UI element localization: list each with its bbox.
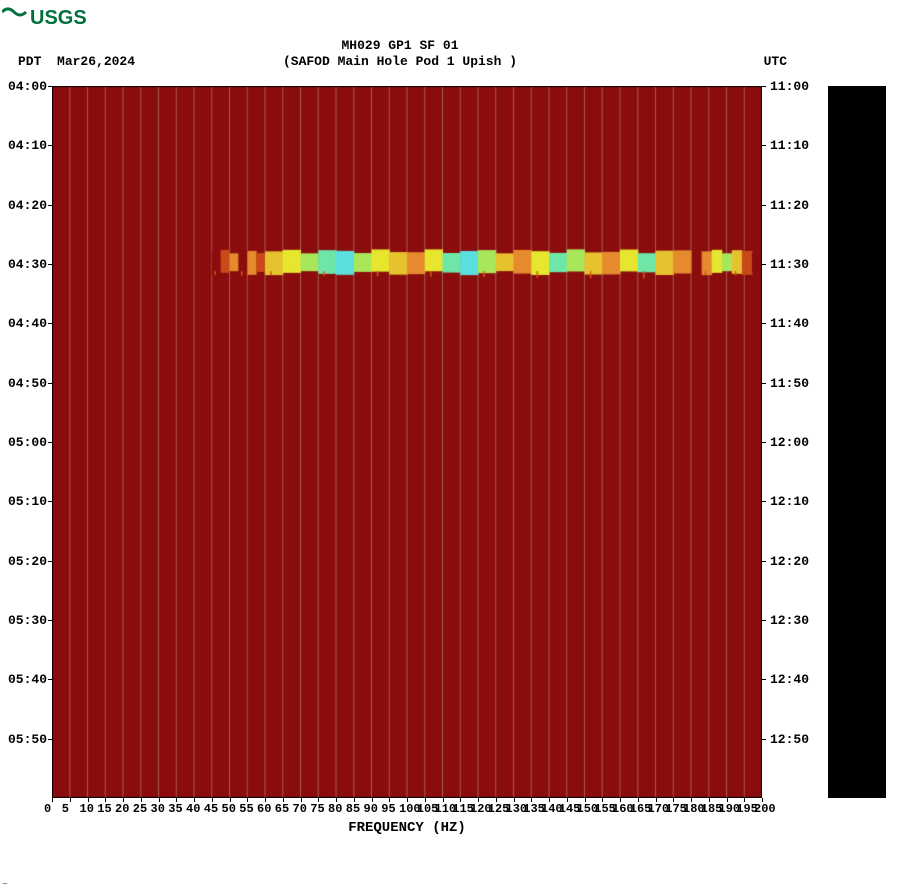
title-line2: (SAFOD Main Hole Pod 1 Upish ) [0, 54, 800, 70]
y-right-tick: 12:20 [770, 554, 809, 569]
y-left-tick: 04:00 [8, 79, 47, 94]
svg-text:USGS: USGS [30, 7, 87, 29]
y-right-tick: 11:10 [770, 138, 809, 153]
x-axis-ticks: 0510152025303540455055606570758085909510… [48, 802, 768, 818]
utc-label: UTC [764, 54, 787, 69]
chart-title: MH029 GP1 SF 01 (SAFOD Main Hole Pod 1 U… [0, 38, 800, 70]
y-left-tick: 05:10 [8, 494, 47, 509]
y-left-tick: 04:40 [8, 316, 47, 331]
y-right-tick: 11:50 [770, 376, 809, 391]
y-left-tick: 05:30 [8, 613, 47, 628]
y-right-tick: 11:30 [770, 257, 809, 272]
spectrogram-plot [52, 86, 762, 798]
colorbar [828, 86, 886, 798]
y-left-tick: 04:20 [8, 198, 47, 213]
y-left-tick: 04:10 [8, 138, 47, 153]
y-left-tick: 05:50 [8, 732, 47, 747]
y-right-tick: 12:30 [770, 613, 809, 628]
y-right-tick: 12:40 [770, 672, 809, 687]
usgs-logo: USGS [2, 4, 97, 30]
y-left-tick: 04:50 [8, 376, 47, 391]
y-right-tick: 11:40 [770, 316, 809, 331]
y-right-tick: 11:00 [770, 79, 809, 94]
y-left-tick: 05:40 [8, 672, 47, 687]
footer-mark: ~ [2, 880, 8, 891]
y-right-tick: 11:20 [770, 198, 809, 213]
title-line1: MH029 GP1 SF 01 [0, 38, 800, 54]
y-right-tick: 12:00 [770, 435, 809, 450]
x-axis-title: FREQUENCY (HZ) [52, 820, 762, 836]
y-left-tick: 04:30 [8, 257, 47, 272]
y-left-tick: 05:20 [8, 554, 47, 569]
y-right-tick: 12:10 [770, 494, 809, 509]
y-right-tick: 12:50 [770, 732, 809, 747]
y-left-tick: 05:00 [8, 435, 47, 450]
